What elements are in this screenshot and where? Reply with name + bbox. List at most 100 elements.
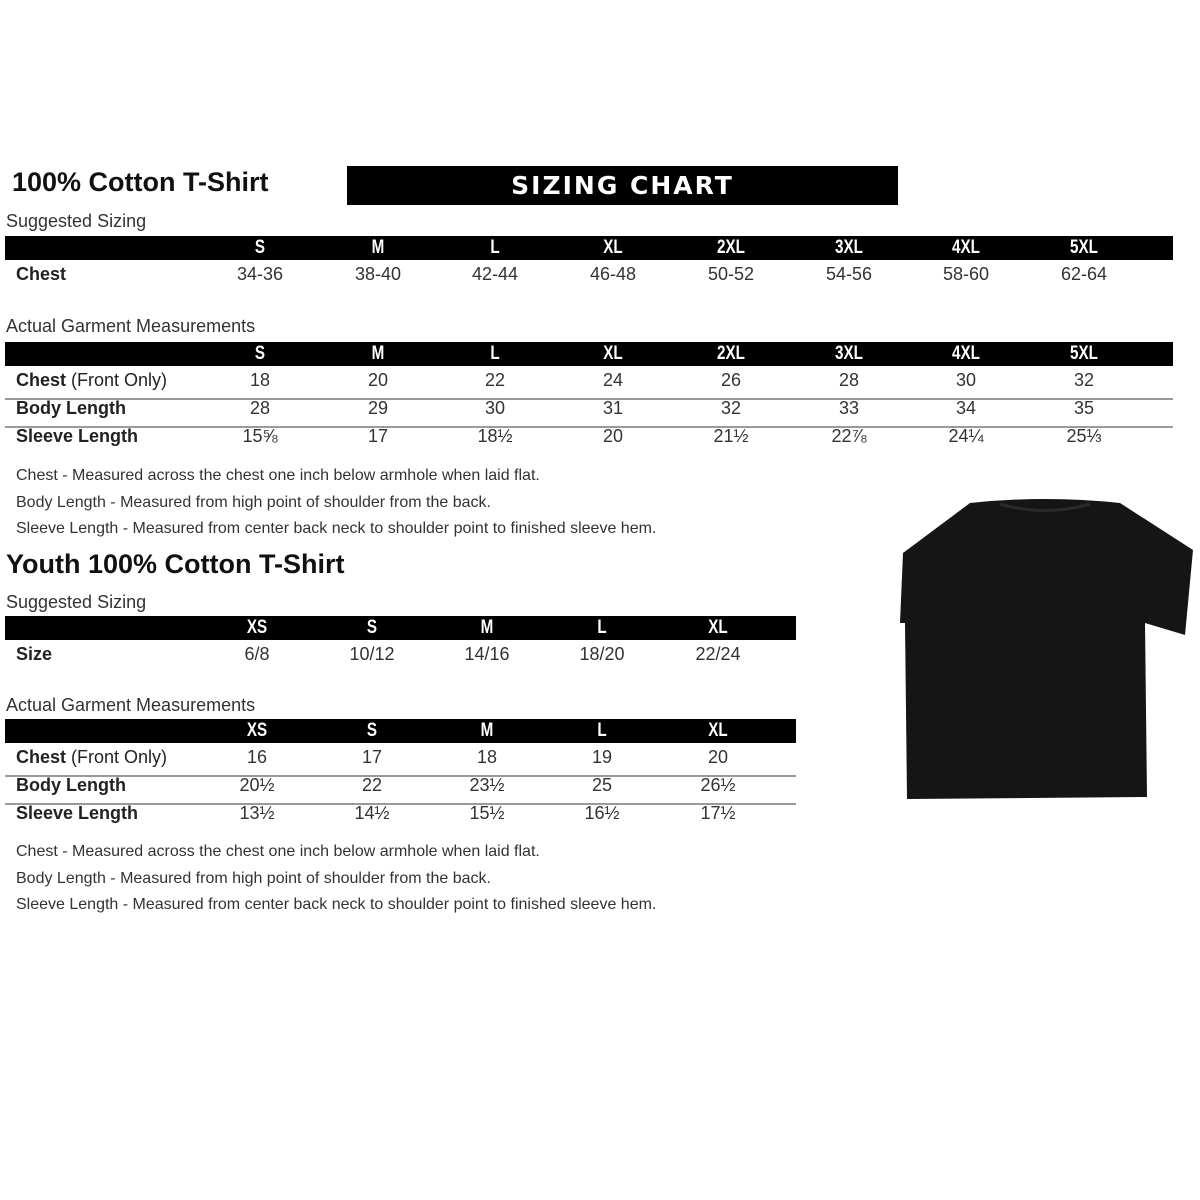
size-header: XL	[603, 237, 623, 258]
table-row: Chest (Front Only) 18 20 22 24 26 28 30 32	[5, 370, 1173, 400]
row-label: Chest (Front Only)	[16, 370, 167, 391]
adult-actual-label: Actual Garment Measurements	[6, 316, 256, 336]
youth-actual-label: Actual Garment Measurements	[6, 695, 256, 715]
size-header: M	[480, 617, 494, 638]
table-cell: 28	[838, 370, 860, 390]
row-label-note: (Front Only)	[71, 370, 168, 390]
table-cell: 29	[367, 398, 389, 418]
table-cell: 62-64	[1060, 264, 1108, 284]
size-header-bar: XS S M L XL	[5, 616, 796, 640]
table-cell: 50-52	[707, 264, 755, 284]
tshirt-image	[900, 499, 1193, 799]
size-header: 3XL	[835, 343, 863, 364]
table-cell: 18/20	[579, 644, 625, 664]
row-label: Chest (Front Only)	[16, 747, 167, 768]
table-cell: 16	[246, 747, 268, 767]
table-cell: 20	[602, 426, 624, 446]
table-cell: 18	[476, 747, 498, 767]
table-cell: 18	[249, 370, 271, 390]
adult-suggested-table: S M L XL 2XL 3XL 4XL 5XL Chest 34-36 38-40 42-44 46-…	[5, 236, 1173, 284]
size-header: 4XL	[952, 343, 980, 364]
measurement-note: Body Length - Measured from high point o…	[16, 493, 491, 511]
row-label: Size	[16, 644, 52, 665]
size-header: L	[597, 617, 607, 638]
adult-actual-table: S M L XL 2XL 3XL 4XL 5XL Chest (Front Only) 18 20 2…	[5, 342, 1173, 446]
table-cell: 22/24	[695, 644, 741, 664]
size-header: M	[480, 720, 494, 741]
table-cell: 21½	[713, 426, 749, 446]
table-cell: 10/12	[349, 644, 395, 664]
size-header: S	[366, 617, 378, 638]
row-label-text: Body Length	[16, 398, 126, 418]
table-cell: 25	[591, 775, 613, 795]
table-cell: 20	[367, 370, 389, 390]
row-label-text: Sleeve Length	[16, 426, 139, 446]
size-header: S	[254, 237, 266, 258]
table-cell: 30	[484, 398, 506, 418]
size-header: S	[254, 343, 266, 364]
size-header: 3XL	[835, 237, 863, 258]
table-cell: 15½	[469, 803, 505, 823]
size-header: 5XL	[1070, 343, 1098, 364]
table-cell: 35	[1073, 398, 1095, 418]
measurement-note: Chest - Measured across the chest one in…	[16, 843, 540, 860]
youth-actual-table: XS S M L XL Chest (Front Only) 16 17 18 19 20 Body …	[5, 719, 796, 823]
size-header: 2XL	[717, 237, 745, 258]
size-header: 4XL	[952, 237, 980, 258]
youth-suggested-label: Suggested Sizing	[6, 592, 147, 612]
table-cell: 22	[484, 370, 506, 390]
table-cell: 32	[720, 398, 742, 418]
table-row: Chest (Front Only) 16 17 18 19 20	[5, 747, 796, 777]
measurement-note: Body Length - Measured from high point o…	[16, 869, 491, 887]
size-header-bar: S M L XL 2XL 3XL 4XL 5XL	[5, 236, 1173, 260]
measurement-note: Chest - Measured across the chest one in…	[16, 467, 540, 484]
size-header-bar: XS S M L XL	[5, 719, 796, 743]
row-label: Sleeve Length	[16, 803, 138, 824]
youth-suggested-table: XS S M L XL Size 6/8 10/12 14/16 18/20 22/24	[5, 616, 796, 664]
youth-title: Youth 100% Cotton T-Shirt	[6, 549, 345, 579]
table-cell: 24	[602, 370, 624, 390]
table-cell: 13½	[239, 803, 275, 823]
size-header: L	[490, 237, 500, 258]
table-cell: 14½	[354, 803, 390, 823]
table-cell: 34	[955, 398, 977, 418]
table-row: Body Length 20½ 22 23½ 25 26½	[5, 775, 796, 805]
size-header: XS	[246, 720, 268, 741]
table-cell: 26	[720, 370, 742, 390]
size-header: 2XL	[717, 343, 745, 364]
table-cell: 30	[955, 370, 977, 390]
table-cell: 17	[361, 747, 383, 767]
measurement-note: Sleeve Length - Measured from center bac…	[16, 896, 657, 913]
row-label-text: Size	[16, 644, 53, 664]
row-label: Body Length	[16, 775, 126, 796]
table-cell: 14/16	[464, 644, 510, 664]
table-cell: 16½	[584, 803, 620, 823]
size-header: XL	[708, 617, 728, 638]
table-cell: 32	[1073, 370, 1095, 390]
table-row: Sleeve Length 15⅝ 17 18½ 20 21½ 22⅞ 24¼ 25⅓	[5, 426, 1173, 454]
row-label-text: Chest	[16, 264, 67, 284]
table-cell: 38-40	[354, 264, 402, 284]
size-header: M	[371, 343, 385, 364]
table-row: Body Length 28 29 30 31 32 33 34 35	[5, 398, 1173, 428]
table-cell: 17	[367, 426, 389, 446]
size-header: XS	[246, 617, 268, 638]
table-cell: 46-48	[589, 264, 637, 284]
size-header: M	[371, 237, 385, 258]
row-label: Sleeve Length	[16, 426, 138, 447]
adult-suggested-label: Suggested Sizing	[6, 211, 147, 231]
table-cell: 28	[249, 398, 271, 418]
size-header: S	[366, 720, 378, 741]
table-cell: 25⅓	[1066, 426, 1102, 446]
row-label-text: Chest	[16, 747, 67, 767]
table-cell: 22⅞	[831, 426, 867, 446]
row-label: Body Length	[16, 398, 126, 419]
table-cell: 17½	[700, 803, 736, 823]
size-header: 5XL	[1070, 237, 1098, 258]
adult-title: 100% Cotton T-Shirt	[12, 167, 269, 197]
table-cell: 42-44	[471, 264, 519, 284]
table-cell: 54-56	[825, 264, 873, 284]
size-header: XL	[603, 343, 623, 364]
table-cell: 20½	[239, 775, 275, 795]
table-cell: 23½	[469, 775, 505, 795]
